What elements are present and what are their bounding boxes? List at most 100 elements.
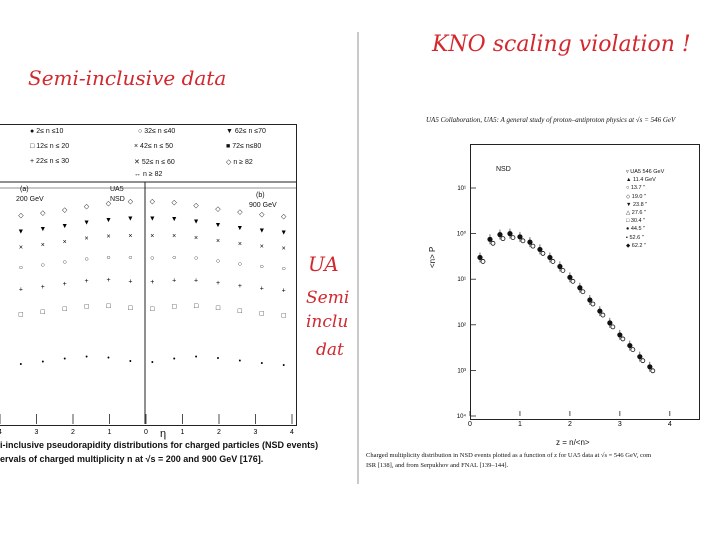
data-point: ○ — [172, 254, 176, 261]
data-point: + — [19, 286, 23, 293]
right-caption-line-2: ISR [138], and from Serpukhov and FNAL [… — [366, 462, 509, 469]
side-annotation-4: dat — [316, 340, 344, 360]
data-point: × — [260, 244, 264, 251]
x-tick-label: 2 — [217, 429, 221, 436]
data-point: × — [282, 245, 286, 252]
eta-axis-label: η — [160, 428, 167, 440]
legend-item: ▲ 11.4 GeV — [626, 177, 656, 184]
data-point: ◇ — [150, 198, 156, 205]
side-annotation-3: inclu — [306, 312, 349, 332]
data-point: ○ — [19, 264, 23, 271]
x-tick-label: 3 — [618, 421, 622, 428]
data-point: ◇ — [128, 199, 134, 206]
x-tick-label: 0 — [144, 429, 148, 436]
x-tick-label: 1 — [518, 421, 522, 428]
y-tick-label: 10⁰ — [457, 231, 467, 238]
data-point: • — [85, 354, 88, 361]
right-y-axis-label: <n> P — [428, 246, 437, 268]
x-tick-label: 4 — [0, 429, 2, 436]
legend-item: △ 27.6 " — [626, 210, 646, 217]
legend-item: × 42≤ n ≤ 50 — [134, 143, 174, 150]
data-point: × — [128, 233, 132, 240]
label-a-energy: 200 GeV — [16, 196, 44, 203]
x-tick-label: 0 — [468, 421, 472, 428]
data-point: ○ — [238, 261, 242, 268]
right-annotation-title: KNO scaling violation ! — [432, 32, 691, 57]
data-point: □ — [63, 306, 68, 313]
data-point: □ — [282, 312, 287, 319]
data-point: • — [173, 356, 176, 363]
data-point: × — [85, 236, 89, 243]
legend-item: ● 2≤ n ≤10 — [30, 128, 64, 135]
y-tick-label: 10⁴ — [457, 413, 467, 420]
right-figure-panel — [470, 144, 700, 420]
legend-item: ◇ 19.0 " — [626, 193, 646, 200]
data-point — [610, 324, 616, 330]
x-tick-label: 2 — [568, 421, 572, 428]
data-point: • — [42, 359, 45, 366]
data-point — [480, 259, 486, 264]
label-b: (b) — [256, 192, 265, 199]
label-ua5: UA5 — [110, 186, 124, 193]
left-caption-line-2: ervals of charged multiplicity n at √s =… — [0, 454, 264, 464]
y-tick-label: 10³ — [457, 368, 466, 374]
x-tick-label: 4 — [668, 421, 672, 428]
data-point — [550, 259, 556, 264]
right-legend: ▿ UA5 546 GeV ▲ 11.4 GeV ○ 13.7 " ◇ 19.0… — [626, 168, 664, 250]
data-point — [580, 289, 586, 295]
data-point: ◇ — [281, 213, 287, 220]
label-b-energy: 900 GeV — [249, 202, 277, 209]
data-point: × — [172, 233, 176, 240]
legend-item: ◇ n ≥ 82 — [226, 159, 253, 166]
side-annotation-2: Semi — [306, 288, 350, 308]
data-point: □ — [216, 305, 221, 312]
legend-item: □ 30.4 " — [626, 218, 646, 225]
legend-item: ○ 13.7 " — [626, 185, 646, 192]
data-point: • — [239, 358, 242, 365]
data-point: + — [282, 287, 286, 294]
data-point: × — [106, 234, 110, 241]
data-point: ▼ — [17, 228, 24, 235]
legend-item: ↔ n ≥ 82 — [134, 171, 163, 178]
data-point: • — [151, 360, 154, 367]
left-figure: • • • • • • • • • • • • • □ □ □ □ □ □ □ □ □ □ □ □ □ + + + + + + + + + + + + + ○… — [0, 181, 296, 436]
data-point — [630, 347, 636, 352]
data-point: □ — [238, 308, 243, 315]
left-annotation-title: Semi-inclusive data — [28, 66, 227, 90]
right-caption-line-1: Charged multiplicity distribution in NSD… — [366, 452, 652, 459]
data-point: □ — [106, 303, 111, 310]
data-point: + — [194, 278, 198, 285]
left-caption-line-1: i-inclusive pseudorapidity distributions… — [0, 440, 319, 450]
data-point: ○ — [282, 265, 286, 272]
x-tick-label: 3 — [254, 429, 258, 436]
data-point: ▼ — [127, 216, 134, 223]
data-point: ○ — [216, 258, 220, 265]
data-point: □ — [150, 306, 155, 313]
data-point — [650, 368, 656, 374]
legend-item: ■ 72≤ n≤80 — [226, 143, 262, 150]
legend-item: + 22≤ n ≤ 30 — [30, 158, 70, 165]
data-point: × — [150, 233, 154, 240]
right-header: UA5 Collaboration, UA5: A general study … — [426, 116, 676, 124]
data-point: ◇ — [106, 200, 112, 207]
data-point: □ — [194, 303, 199, 310]
data-point — [570, 278, 576, 284]
data-point: + — [150, 279, 154, 286]
data-point: + — [260, 286, 264, 293]
data-point: ○ — [260, 264, 264, 271]
data-point: ◇ — [84, 203, 90, 210]
data-point: + — [85, 278, 89, 285]
data-point: ▼ — [83, 220, 90, 227]
data-point — [620, 336, 626, 342]
data-point: × — [238, 241, 242, 248]
side-annotation-1: UA — [308, 252, 339, 276]
data-point: ▼ — [61, 223, 68, 230]
data-point — [560, 268, 566, 273]
data-point: • — [261, 361, 264, 368]
data-point: ◇ — [62, 207, 68, 214]
data-point: ◇ — [193, 202, 199, 209]
data-point: □ — [41, 309, 46, 316]
x-tick-label: 4 — [290, 429, 294, 436]
data-point: ◇ — [259, 212, 265, 219]
legend-item: ▪ 52.6 " — [626, 234, 644, 241]
